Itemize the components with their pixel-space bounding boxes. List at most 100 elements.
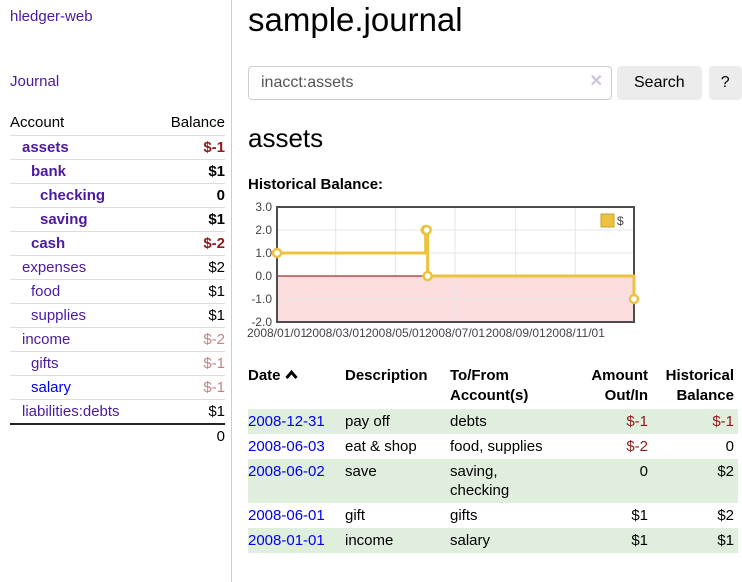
- transaction-accounts: saving, checking: [450, 463, 510, 500]
- nav-journal-link[interactable]: Journal: [10, 73, 60, 90]
- transaction-date-link[interactable]: 2008-01-01: [248, 532, 325, 550]
- transaction-balance: $2: [717, 463, 734, 481]
- transaction-amount: $1: [631, 507, 648, 525]
- account-row-supplies: supplies $1: [10, 303, 225, 328]
- page-title: sample.journal: [248, 1, 463, 38]
- search-bar: ✕ Search ?: [248, 66, 742, 101]
- transaction-description: gift: [345, 507, 366, 525]
- account-row-gifts: gifts $-1: [10, 351, 225, 376]
- transaction-description: eat & shop: [345, 438, 417, 456]
- transaction-accounts: food, supplies: [450, 438, 543, 456]
- register-header-row: Date Description To/From Account(s) Amou…: [248, 364, 738, 409]
- svg-text:2008/05/01: 2008/05/01: [365, 326, 425, 340]
- account-link-expenses[interactable]: expenses: [22, 259, 87, 276]
- svg-text:2008/09/01: 2008/09/01: [486, 326, 546, 340]
- svg-text:-1.0: -1.0: [251, 292, 272, 306]
- account-link-bank[interactable]: bank: [31, 163, 67, 180]
- svg-text:$: $: [617, 214, 624, 228]
- register-row: 2008-06-02 save saving, checking 0 $2: [248, 459, 738, 504]
- account-balance: $-1: [153, 375, 225, 400]
- svg-text:2008/11/01: 2008/11/01: [546, 326, 605, 340]
- transaction-balance: $1: [717, 532, 734, 550]
- transaction-accounts: salary: [450, 532, 491, 550]
- account-link-gifts[interactable]: gifts: [31, 355, 59, 372]
- register-row: 2008-12-31 pay off debts $-1 $-1: [248, 409, 738, 435]
- main-content: sample.journal ✕ Search ? assets Histori…: [232, 0, 742, 582]
- accounts-total-row: 0: [10, 423, 225, 448]
- account-balance: $-1: [153, 351, 225, 376]
- account-balance: $-1: [153, 135, 225, 160]
- transaction-date-link[interactable]: 2008-06-03: [248, 438, 325, 456]
- account-balance: $1: [153, 207, 225, 232]
- search-input[interactable]: [248, 66, 612, 101]
- account-row-cash: cash $-2: [10, 231, 225, 256]
- account-row-income: income $-2: [10, 327, 225, 352]
- transaction-description: pay off: [345, 413, 390, 431]
- account-balance: $-2: [153, 327, 225, 352]
- transaction-balance: 0: [725, 438, 734, 456]
- transaction-date-link[interactable]: 2008-06-02: [248, 463, 325, 481]
- register-table: Date Description To/From Account(s) Amou…: [248, 364, 738, 554]
- register-header-description: Description: [345, 367, 428, 385]
- account-link-liabilities-debts[interactable]: liabilities:debts: [22, 403, 120, 420]
- account-balance: $1: [153, 399, 225, 424]
- account-title: assets: [248, 123, 324, 154]
- transaction-date-link[interactable]: 2008-06-01: [248, 507, 325, 525]
- accounts-header-balance: Balance: [170, 114, 225, 131]
- svg-text:2.0: 2.0: [255, 223, 272, 237]
- account-row-food: food $1: [10, 279, 225, 304]
- svg-text:2008/07/01: 2008/07/01: [425, 326, 485, 340]
- account-row-saving: saving $1: [10, 207, 225, 232]
- account-row-expenses: expenses $2: [10, 255, 225, 280]
- svg-text:0.0: 0.0: [255, 269, 272, 283]
- register-row: 2008-01-01 income salary $1 $1: [248, 528, 738, 554]
- svg-text:1.0: 1.0: [255, 246, 272, 260]
- register-header-date[interactable]: Date: [248, 364, 345, 409]
- register-row: 2008-06-01 gift gifts $1 $2: [248, 503, 738, 528]
- historical-balance-chart: 3.0 2.0 1.0 0.0 -1.0 -2.02008/01/012008/03/01…: [247, 200, 640, 340]
- transaction-description: income: [345, 532, 394, 550]
- register-header-amount: Amount Out/In: [591, 367, 648, 405]
- account-row-checking: checking 0: [10, 183, 225, 208]
- accounts-total: 0: [153, 423, 225, 448]
- svg-text:-2.0: -2.0: [251, 315, 272, 329]
- svg-text:2008/01/01: 2008/01/01: [247, 326, 307, 340]
- account-link-food[interactable]: food: [31, 283, 61, 300]
- account-link-saving[interactable]: saving: [40, 211, 88, 228]
- svg-text:2008/03/01: 2008/03/01: [306, 326, 366, 340]
- account-row-liabilities-debts: liabilities:debts $1: [10, 399, 225, 424]
- svg-text:3.0: 3.0: [255, 200, 272, 214]
- account-balance: $1: [153, 303, 225, 328]
- account-link-income[interactable]: income: [22, 331, 71, 348]
- accounts-header-row: Account Balance: [10, 111, 225, 136]
- transaction-amount: $-2: [626, 438, 648, 456]
- transaction-amount: $-1: [626, 413, 648, 431]
- account-balance: 0: [153, 183, 225, 208]
- register-header-balance: Historical Balance: [665, 367, 734, 405]
- help-button[interactable]: ?: [708, 66, 742, 101]
- account-balance: $1: [153, 159, 225, 184]
- transaction-amount: 0: [639, 463, 648, 481]
- transaction-amount: $1: [631, 532, 648, 550]
- transaction-date-link[interactable]: 2008-12-31: [248, 413, 325, 431]
- account-link-cash[interactable]: cash: [31, 235, 66, 252]
- account-balance: $1: [153, 279, 225, 304]
- account-balance: $-2: [153, 231, 225, 256]
- accounts-table: Account Balance assets $-1 bank $1 check…: [10, 111, 225, 448]
- transaction-balance: $2: [717, 507, 734, 525]
- register-header-date-label: Date: [248, 367, 281, 385]
- accounts-header-account: Account: [10, 114, 65, 131]
- account-link-assets[interactable]: assets: [22, 139, 69, 156]
- account-link-salary[interactable]: salary: [31, 379, 72, 396]
- transaction-balance: $-1: [712, 413, 734, 431]
- account-link-checking[interactable]: checking: [40, 187, 106, 204]
- account-row-bank: bank $1: [10, 159, 225, 184]
- clear-search-icon[interactable]: ✕: [589, 73, 603, 91]
- brand-link[interactable]: hledger-web: [10, 8, 93, 25]
- search-button[interactable]: Search: [617, 66, 702, 101]
- account-balance: $2: [153, 255, 225, 280]
- account-link-supplies[interactable]: supplies: [31, 307, 87, 324]
- register-header-accounts: To/From Account(s): [450, 367, 529, 405]
- account-row-assets: assets $-1: [10, 135, 225, 160]
